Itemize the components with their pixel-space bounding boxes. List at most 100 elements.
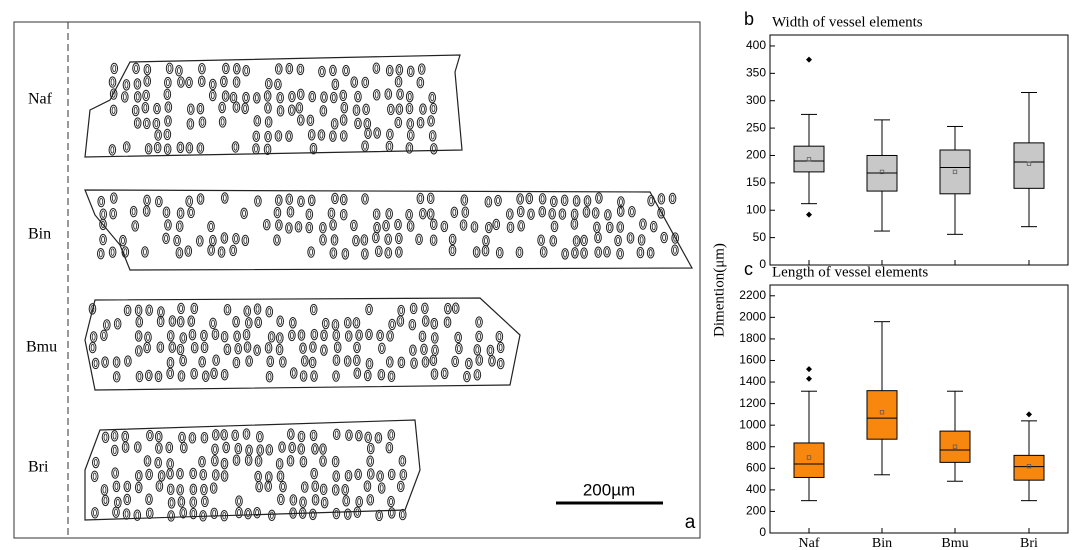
vessel-cell bbox=[122, 141, 131, 153]
vessel-cell bbox=[616, 205, 625, 217]
vessel-lumen bbox=[584, 208, 589, 216]
vessel-lumen bbox=[428, 194, 433, 202]
vessel-lumen bbox=[267, 446, 272, 454]
vessel-cell bbox=[252, 130, 261, 142]
vessel-cell bbox=[141, 101, 150, 114]
vessel-cell bbox=[134, 330, 143, 342]
vessel-lumen bbox=[344, 66, 348, 75]
vessel-lumen bbox=[165, 145, 170, 153]
vessel-cell bbox=[222, 441, 230, 454]
vessel-lumen bbox=[638, 248, 643, 257]
vessel-cell bbox=[196, 193, 205, 205]
vessel-cell bbox=[516, 205, 525, 218]
vessel-cell bbox=[220, 470, 229, 482]
vessel-cell bbox=[155, 195, 163, 208]
vessel-lumen bbox=[156, 444, 161, 452]
vessel-cell bbox=[253, 303, 262, 315]
vessel-cell bbox=[333, 341, 342, 353]
vessel-lumen bbox=[244, 330, 249, 339]
vessel-lumen bbox=[202, 497, 207, 506]
vessel-lumen bbox=[662, 233, 667, 242]
vessel-cell bbox=[387, 103, 395, 116]
vessel-lumen bbox=[341, 91, 346, 100]
vessel-lumen bbox=[597, 194, 601, 202]
vessel-cell bbox=[146, 429, 154, 442]
vessel-cell bbox=[157, 470, 166, 482]
vessel-cell bbox=[218, 116, 227, 128]
vessel-cell bbox=[176, 315, 185, 328]
mean bbox=[879, 169, 885, 175]
vessel-lumen bbox=[355, 369, 360, 377]
vessel-cell bbox=[133, 91, 142, 103]
vessel-lumen bbox=[462, 196, 467, 204]
vessel-lumen bbox=[135, 93, 140, 101]
vessel-cell bbox=[232, 356, 241, 369]
vessel-cell bbox=[110, 430, 119, 442]
vessel-lumen bbox=[181, 334, 186, 342]
vessel-cell bbox=[122, 79, 131, 91]
y-axis-label: Dimention(μm) bbox=[711, 243, 727, 337]
vessel-lumen bbox=[322, 93, 326, 101]
vessel-lumen bbox=[311, 431, 316, 440]
x-tick-label: Bmu bbox=[941, 536, 968, 550]
vessel-cell bbox=[166, 367, 174, 380]
vessel-lumen bbox=[266, 132, 270, 141]
vessel-cell bbox=[264, 102, 272, 114]
y-tick-label: 800 bbox=[746, 439, 766, 453]
vessel-lumen bbox=[233, 431, 238, 440]
vessel-lumen bbox=[98, 250, 103, 258]
vessel-cell bbox=[256, 430, 264, 443]
vessel-cell bbox=[297, 114, 305, 126]
vessel-lumen bbox=[596, 233, 600, 242]
vessel-cell bbox=[276, 470, 285, 482]
vessel-lumen bbox=[265, 145, 270, 154]
vessel-lumen bbox=[114, 358, 119, 366]
vessel-lumen bbox=[354, 106, 359, 114]
vessel-lumen bbox=[276, 196, 281, 204]
outlier bbox=[806, 56, 812, 63]
vessel-lumen bbox=[310, 92, 315, 101]
vessel-cell bbox=[339, 208, 348, 221]
vessel-lumen bbox=[268, 357, 273, 366]
vessel-lumen bbox=[494, 220, 499, 229]
vessel-cell bbox=[475, 316, 483, 328]
chart-title: Length of vessel elements bbox=[772, 264, 928, 280]
y-tick-label: 50 bbox=[753, 230, 767, 244]
vessel-lumen bbox=[431, 220, 436, 229]
vessel-lumen bbox=[136, 472, 141, 480]
vessel-lumen bbox=[147, 306, 152, 314]
vessel-lumen bbox=[91, 333, 96, 341]
vessel-cell bbox=[350, 76, 359, 88]
vessel-cell bbox=[307, 194, 316, 207]
vessel-cell bbox=[538, 206, 547, 218]
vessel-cell bbox=[190, 342, 199, 354]
vessel-lumen bbox=[147, 495, 151, 503]
panel-frame bbox=[13, 21, 701, 539]
vessel-cell bbox=[175, 220, 184, 232]
vessel-cell bbox=[395, 246, 403, 258]
vessel-cell bbox=[275, 458, 284, 470]
vessel-cell bbox=[264, 480, 272, 492]
vessel-cell bbox=[394, 116, 403, 129]
vessel-lumen bbox=[368, 444, 373, 453]
vessel-lumen bbox=[155, 143, 160, 152]
vessel-cell bbox=[525, 192, 534, 205]
vessel-lumen bbox=[186, 247, 191, 255]
vessel-cell bbox=[570, 208, 579, 220]
vessel-lumen bbox=[92, 472, 97, 481]
vessel-lumen bbox=[411, 304, 416, 313]
vessel-cell bbox=[460, 194, 469, 206]
vessel-lumen bbox=[234, 103, 239, 111]
vessel-lumen bbox=[420, 210, 425, 218]
vessel-lumen bbox=[212, 509, 217, 518]
vessel-cell bbox=[235, 495, 243, 507]
vessel-lumen bbox=[234, 318, 238, 326]
vessel-cell bbox=[266, 355, 275, 368]
vessel-lumen bbox=[389, 431, 394, 439]
vessel-cell bbox=[211, 328, 220, 341]
vessel-cell bbox=[220, 429, 228, 441]
vessel-lumen bbox=[257, 432, 262, 441]
vessel-lumen bbox=[445, 318, 450, 326]
vessel-lumen bbox=[291, 496, 296, 504]
box bbox=[939, 149, 971, 195]
